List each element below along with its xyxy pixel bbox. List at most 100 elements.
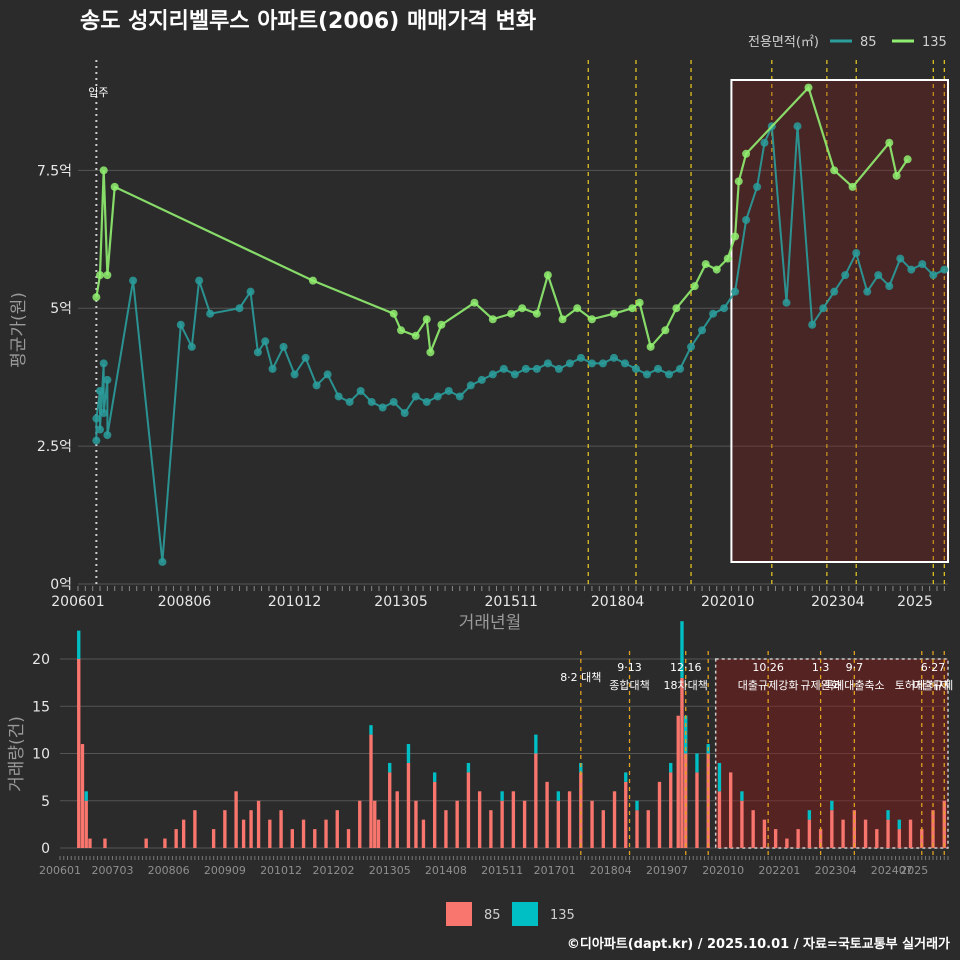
volume-y-axis-title: 거래량(건) [7,716,27,792]
price-point-135 [635,298,644,307]
volume-bar-85 [358,800,362,848]
volume-bar-85 [579,772,583,848]
price-point-135 [532,309,541,318]
volume-bar-135 [433,772,437,782]
volume-policy-label: 특례대출축소 [824,679,885,692]
volume-bar-85 [211,829,216,848]
price-y-tick-label: 0억 [50,577,72,593]
volume-bar-85 [444,810,448,848]
volume-bar-85 [624,781,628,848]
price-x-tick-label: 202304 [811,594,865,610]
price-point-135 [558,315,567,324]
volume-bar-85 [388,772,392,848]
volume-bar-85 [612,791,617,848]
volume-bar-85 [796,829,800,848]
volume-bar-85 [249,810,253,848]
volume-bar-85 [695,772,699,848]
price-point-85 [96,425,105,434]
volume-bar-85 [256,800,261,848]
volume-y-ticks: 0 5 10 15 20 [32,652,50,857]
price-point-85 [301,353,310,362]
volume-legend-label-85: 85 [484,908,501,923]
volume-bar-85 [373,800,377,848]
price-point-85 [510,370,519,379]
price-point-135 [426,348,435,357]
volume-policy-lines: 8·2 대책 9·13 종합대책 12·16 18차대책 10·26 대출규제강화 1·3 규제… [560,651,953,856]
volume-bar-85 [103,838,107,848]
volume-bar-85 [680,677,684,848]
price-y-tick-label: 2.5억 [37,439,72,455]
price-legend-title: 전용면적(㎡) [748,35,819,50]
volume-bar-135 [77,630,81,659]
volume-x-tick-label: 200601 [39,864,81,877]
volume-bar-85 [729,772,733,848]
price-point-135 [96,271,105,280]
volume-bar-85 [193,810,197,848]
volume-x-tick-label: 202304 [815,864,857,877]
volume-bar-85 [773,829,778,848]
volume-bar-85 [290,829,294,848]
volume-bars [77,621,946,848]
volume-bar-85 [511,791,516,848]
volume-bar-135 [669,762,673,773]
volume-bar-85 [500,800,504,848]
volume-x-tick-label: 202201 [758,864,800,877]
price-point-85 [760,138,769,147]
price-y-axis-title: 평균가(원) [9,292,29,368]
volume-y-tick-label: 20 [32,652,50,668]
price-point-85 [676,364,685,373]
volume-bar-85 [785,838,789,848]
price-point-85 [389,397,398,406]
volume-x-tick-label: 201907 [646,864,688,877]
price-point-135 [609,309,618,318]
price-point-135 [488,315,497,324]
volume-bar-85 [567,791,572,848]
volume-bar-85 [80,744,85,848]
volume-y-tick-label: 0 [41,841,50,857]
price-point-135 [701,260,710,269]
volume-x-ticks: 200601 200703 200806 200909 201012 201202 2013… [39,856,949,877]
price-point-135 [723,254,732,263]
price-point-135 [672,304,681,313]
price-point-135 [587,315,596,324]
volume-bar-85 [875,829,879,848]
price-point-85 [129,276,138,285]
volume-x-tick-label: 201305 [369,864,411,877]
volume-bar-85 [84,800,88,848]
price-point-85 [187,342,196,351]
price-point-85 [158,557,167,566]
price-point-85 [261,337,270,346]
price-x-tick-label: 201804 [591,594,645,610]
volume-bar-85 [601,810,605,848]
price-point-85 [874,271,883,280]
volume-bar-135 [84,791,88,801]
volume-x-tick-label: 2025 [900,864,928,877]
price-point-85 [642,370,651,379]
price-point-85 [345,397,354,406]
volume-bar-85 [346,829,351,848]
price-point-85 [852,249,861,258]
volume-bar-85 [163,838,167,848]
price-point-85 [92,436,101,445]
price-legend-label-85: 85 [860,35,877,50]
volume-x-tick-label: 201804 [590,864,632,877]
volume-bar-85 [646,810,650,848]
volume-x-tick-label: 201012 [260,864,302,877]
volume-bar-85 [489,810,493,848]
price-point-135 [804,83,813,92]
price-point-135 [731,232,740,241]
volume-legend-swatch-135 [512,902,538,926]
volume-policy-label: 대출규제강화 [738,679,799,692]
volume-bar-85 [657,781,662,848]
price-point-85 [609,353,618,362]
price-point-85 [532,364,541,373]
volume-bar-135 [807,810,812,820]
volume-bar-135 [740,791,744,801]
price-point-85 [665,370,674,379]
price-point-135 [507,309,516,318]
volume-bar-85 [369,734,373,848]
price-point-85 [290,370,299,379]
volume-bar-85 [635,810,639,848]
price-series [92,83,949,566]
price-point-135 [885,138,894,147]
